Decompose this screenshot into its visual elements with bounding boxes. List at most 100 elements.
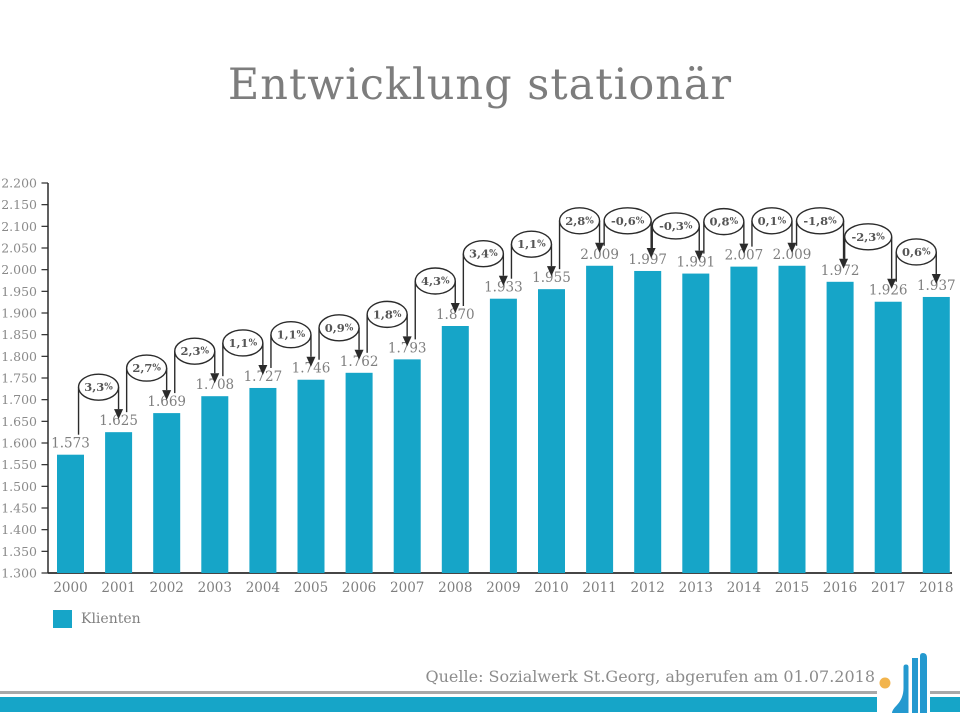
pct-bubble-label: 2,7%	[132, 361, 161, 375]
bar-2009	[489, 298, 517, 573]
bar-2001	[105, 432, 133, 573]
bar-2002	[153, 413, 181, 573]
x-axis-label: 2000	[53, 580, 87, 596]
pct-arrowhead	[450, 303, 460, 313]
y-axis-label: 1.300	[1, 566, 37, 581]
y-axis-label: 1.850	[1, 327, 37, 342]
bar-value-label: 1.573	[51, 436, 90, 452]
pct-arrowhead	[787, 242, 797, 253]
footer-divider-line-left	[0, 691, 877, 694]
pct-arrowhead	[694, 250, 704, 261]
pct-arrowhead	[546, 266, 556, 277]
pct-bubble	[795, 207, 845, 235]
pct-bubble	[895, 238, 937, 266]
bar-value-label: 1.762	[340, 354, 379, 370]
pct-bubble	[510, 230, 553, 258]
pct-bubble-label: -0,6%	[611, 214, 645, 228]
y-axis-label: 2.200	[1, 176, 37, 191]
bar-value-label: 1.625	[99, 413, 138, 429]
pct-bubble	[318, 314, 360, 342]
bar-value-label: 1.955	[532, 270, 571, 286]
bar-2003	[201, 396, 229, 573]
legend-label: Klienten	[81, 611, 141, 627]
y-axis-label: 1.600	[1, 436, 37, 451]
bar-value-label: 1.972	[821, 263, 860, 279]
y-axis-label: 2.000	[1, 262, 37, 277]
bar-value-label: 1.926	[869, 283, 908, 299]
pct-arrowhead	[354, 349, 364, 360]
pct-bubble	[414, 267, 456, 295]
y-axis-label: 1.500	[1, 479, 37, 494]
pct-bubble-label: 1,8%	[373, 307, 402, 321]
pct-arrowhead	[498, 275, 508, 286]
pct-arrowhead	[258, 364, 268, 375]
bar-value-label: 1.746	[292, 361, 331, 377]
pct-bubble	[174, 337, 216, 365]
x-axis-label: 2017	[871, 580, 905, 596]
y-axis-label: 1.900	[1, 306, 37, 321]
bar-value-label: 2.007	[725, 248, 764, 264]
y-axis-label: 1.450	[1, 501, 37, 516]
pct-bubble-label: 3,3%	[84, 380, 113, 394]
y-axis-label: 2.050	[1, 241, 37, 256]
bar-2005	[297, 379, 325, 573]
pct-bubble	[366, 300, 408, 329]
bar-value-label: 1.870	[436, 307, 475, 323]
pct-bubble	[843, 223, 893, 251]
pct-bubble	[651, 212, 700, 240]
x-axis-label: 2008	[438, 580, 472, 596]
sozialwerk-st-georg-logo	[879, 653, 927, 713]
bar-2011	[586, 265, 614, 573]
pct-bubble-label: 0,1%	[758, 214, 787, 228]
pct-bubble-label: 4,3%	[421, 274, 450, 288]
pct-bubble	[751, 207, 793, 235]
x-axis-label: 2013	[679, 580, 713, 596]
y-axis-label: 1.800	[1, 349, 37, 364]
pct-arrowhead	[839, 258, 849, 269]
bar-2018	[922, 296, 950, 573]
bar-2017	[874, 301, 902, 573]
bar-value-label: 1.997	[628, 252, 667, 268]
pct-bubble	[462, 239, 505, 268]
bar-2008	[441, 326, 469, 573]
logo-bar-small	[912, 658, 918, 713]
source-note: Quelle: Sozialwerk St.Georg, abgerufen a…	[425, 667, 875, 686]
x-axis-label: 2010	[534, 580, 568, 596]
pct-arrowhead	[114, 409, 124, 420]
pct-bubble-label: -1,8%	[803, 214, 837, 228]
bar-value-label: 2.009	[773, 247, 812, 263]
bar-2016	[826, 281, 854, 573]
page-title: Entwicklung stationär	[227, 60, 733, 110]
bar-value-label: 1.727	[244, 369, 283, 385]
y-axis-label: 1.750	[1, 371, 37, 386]
legend-swatch-klienten	[53, 610, 72, 628]
bar-value-label: 1.708	[195, 377, 234, 393]
pct-bubble	[77, 373, 120, 401]
x-axis-label: 2005	[294, 580, 328, 596]
pct-bubble-label: -2,3%	[851, 230, 885, 244]
x-axis-label: 2009	[486, 580, 520, 596]
pct-arrowhead	[595, 242, 605, 253]
bar-value-label: 1.793	[388, 340, 427, 356]
pct-bubble-label: 0,8%	[710, 215, 739, 229]
y-axis-label: 1.350	[1, 544, 37, 559]
bar-value-label: 1.991	[676, 255, 715, 271]
bar-2000	[57, 454, 84, 573]
y-axis-label: 1.650	[1, 414, 37, 429]
pct-arrowhead	[739, 243, 749, 254]
pct-bubble	[558, 207, 601, 235]
footer-divider-line-right	[930, 691, 960, 694]
pct-arrowhead	[162, 390, 172, 401]
pct-arrowhead	[402, 336, 412, 347]
bar-2012	[634, 270, 662, 573]
y-axis-label: 2.100	[1, 219, 37, 234]
pct-bubble-label: 3,4%	[469, 247, 498, 261]
bar-value-label: 1.937	[917, 278, 956, 294]
pct-bubble-label: 2,8%	[565, 214, 594, 228]
pct-bubble-label: 0,6%	[902, 245, 931, 259]
logo-bar-tall	[920, 653, 927, 713]
x-axis-label: 2004	[246, 580, 280, 596]
bar-value-label: 1.933	[484, 280, 523, 296]
